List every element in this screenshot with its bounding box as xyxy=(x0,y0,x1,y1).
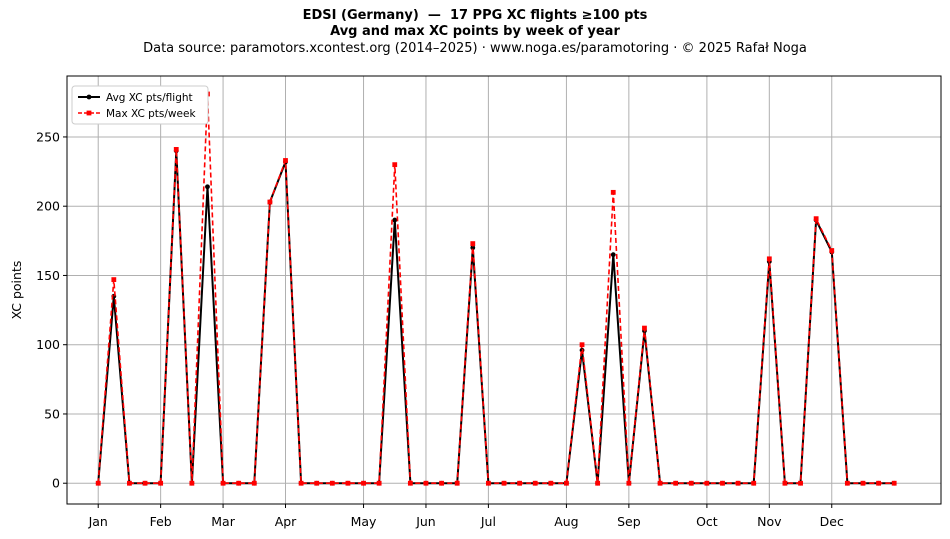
data-point-avg xyxy=(392,217,398,223)
x-tick-label: Feb xyxy=(150,514,172,529)
x-tick-label: Sep xyxy=(617,514,641,529)
x-tick-label: Jul xyxy=(480,514,496,529)
x-tick-label: Aug xyxy=(554,514,578,529)
data-point-max xyxy=(127,480,132,486)
data-point-avg xyxy=(610,252,616,258)
plot-frame xyxy=(66,75,942,505)
data-point-max xyxy=(314,480,320,486)
data-point-max xyxy=(142,480,148,486)
data-point-max xyxy=(610,189,616,195)
x-tick-label: Dec xyxy=(820,514,844,529)
data-point-max xyxy=(564,480,569,486)
data-point-max xyxy=(298,480,304,486)
data-point-max xyxy=(407,480,413,486)
series-max xyxy=(95,91,897,486)
data-point-max xyxy=(657,480,663,486)
data-point-max xyxy=(532,480,538,486)
data-point-max xyxy=(579,342,585,348)
series-layer xyxy=(95,91,897,486)
data-point-max xyxy=(470,241,476,246)
data-point-avg xyxy=(470,245,476,251)
y-axis: 0 50 100 150 200 250 xyxy=(36,129,67,491)
chart-source: Data source: paramotors.xcontest.org (20… xyxy=(143,41,807,56)
data-point-max xyxy=(829,248,835,253)
data-point-max xyxy=(283,158,288,163)
y-tick-label: 0 xyxy=(52,476,60,491)
data-point-max xyxy=(626,480,632,486)
data-point-max xyxy=(720,480,725,486)
data-point-max xyxy=(158,480,164,486)
y-tick-label: 100 xyxy=(36,337,60,352)
legend: Avg XC pts/flight Max XC pts/week xyxy=(71,85,209,125)
data-point-max xyxy=(782,480,788,486)
chart-titles: EDSI (Germany) — 17 PPG XC flights ≥100 … xyxy=(0,8,950,57)
data-point-max xyxy=(735,480,741,486)
data-point-max xyxy=(267,199,273,205)
data-point-max xyxy=(329,480,335,486)
x-axis: Jan Feb Mar Apr May Jun Jul Aug Sep Oct Nov Dec xyxy=(88,504,844,529)
data-point-max xyxy=(423,480,429,486)
y-tick-label: 200 xyxy=(36,199,60,214)
data-point-max xyxy=(236,480,242,486)
x-tick-label: May xyxy=(351,514,377,529)
data-point-max xyxy=(673,480,679,486)
legend-marker-max xyxy=(86,110,92,116)
data-point-max xyxy=(548,480,554,486)
data-point-max xyxy=(439,480,444,486)
data-point-max xyxy=(876,480,881,486)
legend-marker-avg xyxy=(86,94,92,100)
data-point-max xyxy=(844,480,850,486)
x-tick-label: Jan xyxy=(88,514,108,529)
data-point-max xyxy=(95,480,101,486)
data-point-max xyxy=(642,325,647,331)
grid-lines xyxy=(67,76,941,504)
data-point-max xyxy=(766,256,772,262)
data-point-max xyxy=(501,480,507,486)
data-point-max xyxy=(173,147,179,152)
data-point-avg xyxy=(205,184,210,190)
data-point-max xyxy=(517,480,523,486)
data-point-max xyxy=(189,480,195,486)
data-point-max xyxy=(220,480,226,486)
legend-box xyxy=(71,85,209,125)
data-point-max xyxy=(251,480,257,486)
x-tick-label: Jun xyxy=(415,514,436,529)
chart-title: EDSI (Germany) — 17 PPG XC flights ≥100 … xyxy=(302,8,648,23)
data-point-max xyxy=(485,480,491,486)
series-line-avg xyxy=(97,149,895,485)
y-tick-label: 150 xyxy=(36,268,60,283)
x-tick-label: Nov xyxy=(757,514,782,529)
data-point-max xyxy=(392,162,398,168)
y-axis-label: XC points xyxy=(9,261,24,320)
data-point-max xyxy=(798,480,803,486)
x-tick-label: Apr xyxy=(275,514,297,529)
data-point-max xyxy=(376,480,382,486)
x-tick-label: Oct xyxy=(696,514,718,529)
data-point-max xyxy=(688,480,694,486)
data-point-max xyxy=(454,480,460,486)
data-point-max xyxy=(860,480,866,486)
y-tick-label: 50 xyxy=(44,406,60,421)
data-point-max xyxy=(111,277,117,283)
y-tick-label: 250 xyxy=(36,129,60,144)
data-point-max xyxy=(813,216,819,222)
data-point-max xyxy=(361,480,366,486)
series-line-max xyxy=(97,93,895,485)
data-point-max xyxy=(345,480,351,486)
legend-label-max: Max XC pts/week xyxy=(106,108,196,120)
legend-label-avg: Avg XC pts/flight xyxy=(106,92,193,104)
data-point-max xyxy=(751,480,757,486)
chart-subtitle: Avg and max XC points by week of year xyxy=(330,24,620,39)
data-point-max xyxy=(704,480,710,486)
data-point-max xyxy=(891,480,897,486)
data-point-max xyxy=(595,480,601,486)
x-tick-label: Mar xyxy=(211,514,235,529)
